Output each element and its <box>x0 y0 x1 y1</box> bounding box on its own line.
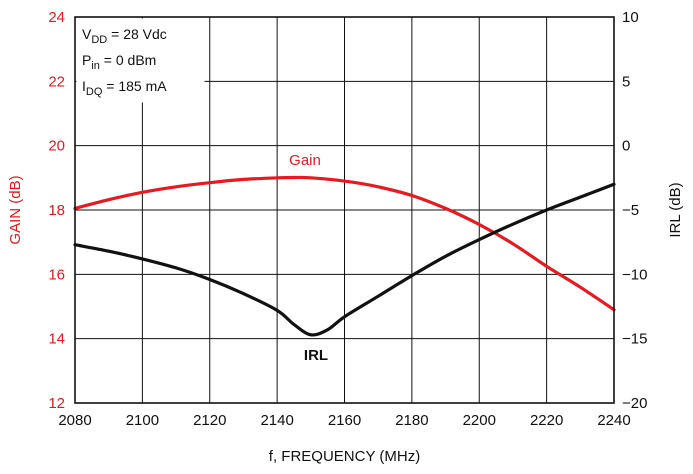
y-left-tick-label: 20 <box>48 138 65 155</box>
series-line-irl <box>73 182 616 337</box>
y-axis-left-label: GAIN (dB) <box>7 175 24 244</box>
x-tick-label: 2180 <box>395 412 428 429</box>
gain-series-label: Gain <box>289 152 321 169</box>
y-left-tick-label: 24 <box>48 9 65 26</box>
x-tick-label: 2120 <box>193 412 226 429</box>
x-tick-label: 2220 <box>530 412 563 429</box>
x-tick-label: 2160 <box>328 412 361 429</box>
plot-frame <box>74 16 615 404</box>
y-right-tick-label: 0 <box>622 138 630 155</box>
y-right-tick-label: 5 <box>622 73 630 90</box>
y-right-tick-label: −20 <box>622 395 647 412</box>
series-line-gain <box>73 175 616 312</box>
gain-label-background <box>281 149 329 169</box>
conditions-annotation: VDD = 28 Vdc Pin = 0 dBm IDQ = 185 mA <box>82 26 167 98</box>
x-axis-label: f, FREQUENCY (MHz) <box>269 448 420 465</box>
irl-series-label: IRL <box>304 347 328 364</box>
y-left-tick-label: 22 <box>48 73 65 90</box>
x-tick-label: 2240 <box>597 412 630 429</box>
y-left-tick-label: 18 <box>48 202 65 219</box>
x-tick-label: 2100 <box>126 412 159 429</box>
y-axis-right-label: IRL (dB) <box>667 182 684 237</box>
condition-line: Pin = 0 dBm <box>82 52 156 72</box>
y-right-tick-label: 10 <box>622 9 639 26</box>
x-tick-label: 2200 <box>463 412 496 429</box>
x-tick-label: 2080 <box>58 412 91 429</box>
y-left-tick-label: 12 <box>48 395 65 412</box>
condition-line: IDQ = 185 mA <box>82 78 167 98</box>
conditions-box <box>76 18 205 103</box>
irl-label-background <box>297 343 335 365</box>
condition-line: VDD = 28 Vdc <box>82 26 167 46</box>
series-layer <box>73 175 616 337</box>
y-right-tick-label: −5 <box>622 202 639 219</box>
x-tick-label: 2140 <box>260 412 293 429</box>
y-left-tick-label: 16 <box>48 266 65 283</box>
tick-labels: 2080 2100 2120 2140 2160 2180 2200 2220 22401214… <box>48 9 647 429</box>
y-right-tick-label: −15 <box>622 331 647 348</box>
y-left-tick-label: 14 <box>48 331 65 348</box>
y-right-tick-label: −10 <box>622 266 647 283</box>
